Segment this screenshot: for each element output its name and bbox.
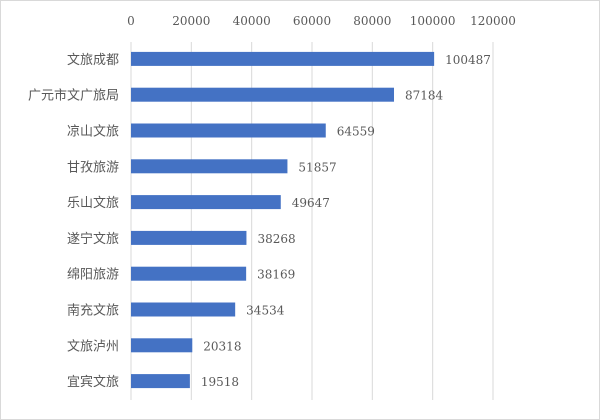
category-label: 南充文旅 xyxy=(67,303,119,319)
bar xyxy=(131,51,435,66)
category-label: 文旅泸州 xyxy=(67,339,119,354)
category-label: 绵阳旅游 xyxy=(67,268,119,283)
x-tick-label: 120000 xyxy=(470,14,516,28)
category-label: 文旅成都 xyxy=(67,53,119,68)
bar xyxy=(131,374,190,389)
bar xyxy=(131,159,288,174)
x-tick-label: 80000 xyxy=(353,14,391,28)
data-label: 20318 xyxy=(203,339,241,353)
data-label: 51857 xyxy=(298,160,336,174)
data-label: 87184 xyxy=(405,89,444,103)
data-label: 64559 xyxy=(337,125,375,139)
bar xyxy=(131,302,236,317)
category-label: 乐山文旅 xyxy=(67,196,119,211)
x-tick-label: 100000 xyxy=(410,14,456,28)
bar xyxy=(131,123,326,138)
bar xyxy=(131,230,247,245)
data-label: 100487 xyxy=(445,53,491,67)
category-label: 甘孜旅游 xyxy=(67,160,119,175)
bar xyxy=(131,338,193,353)
data-label: 38169 xyxy=(257,268,295,282)
category-label: 广元市文广旅局 xyxy=(28,88,119,104)
x-tick-label: 60000 xyxy=(293,14,331,28)
bar xyxy=(131,87,395,102)
data-label: 38268 xyxy=(257,232,295,246)
x-tick-label: 20000 xyxy=(172,14,210,28)
category-label: 宜宾文旅 xyxy=(67,374,119,390)
bar xyxy=(131,266,247,281)
data-label: 19518 xyxy=(201,375,239,389)
data-label: 34534 xyxy=(246,304,285,318)
x-tick-label: 0 xyxy=(127,14,135,28)
category-label: 遂宁文旅 xyxy=(67,231,119,247)
data-label: 49647 xyxy=(292,196,330,210)
x-tick-label: 40000 xyxy=(233,14,271,28)
category-label: 凉山文旅 xyxy=(67,125,119,140)
bar xyxy=(131,195,281,210)
